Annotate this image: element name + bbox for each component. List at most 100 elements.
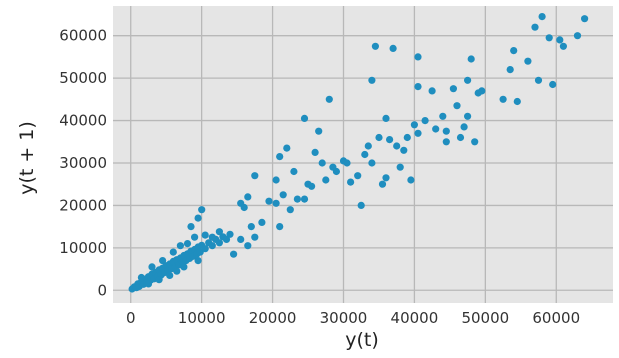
data-point: [173, 267, 181, 275]
data-point: [499, 95, 507, 103]
data-point: [198, 206, 206, 214]
data-point: [215, 239, 223, 247]
data-point: [407, 176, 415, 184]
data-point: [325, 95, 333, 103]
data-point: [368, 159, 376, 167]
data-point: [155, 276, 163, 284]
data-point: [506, 66, 514, 74]
data-point: [421, 117, 429, 125]
data-point: [300, 114, 309, 122]
data-point: [368, 76, 376, 84]
data-point: [159, 257, 167, 265]
data-point: [276, 223, 284, 231]
data-point: [191, 233, 199, 241]
data-point: [222, 235, 231, 243]
data-point: [311, 148, 319, 156]
data-point: [315, 127, 323, 135]
data-point: [283, 144, 291, 152]
data-point: [357, 201, 365, 209]
data-point: [276, 153, 284, 161]
data-point: [247, 223, 255, 231]
x-tick-labels: 0 10000 20000 30000 40000 50000 60000: [126, 309, 580, 327]
data-point: [559, 42, 568, 50]
data-point: [215, 228, 223, 236]
data-point: [393, 142, 401, 150]
x-tick-label: 50000: [461, 309, 509, 327]
data-point: [442, 127, 450, 135]
y-tick-label: 20000: [59, 196, 107, 214]
data-point: [208, 242, 216, 250]
data-point: [279, 191, 287, 199]
data-point: [251, 233, 259, 241]
data-point: [432, 125, 440, 133]
data-point: [176, 242, 184, 250]
data-point: [251, 172, 259, 180]
data-point: [442, 138, 450, 146]
data-points: [128, 13, 589, 293]
data-point: [180, 263, 188, 271]
data-point: [343, 159, 351, 167]
data-point: [183, 240, 192, 248]
data-point: [332, 167, 340, 176]
grid: [113, 6, 613, 303]
x-tick-label: 20000: [249, 309, 297, 327]
data-point: [272, 199, 280, 207]
data-point: [545, 34, 553, 42]
data-point: [166, 271, 174, 279]
y-tick-label: 10000: [59, 239, 107, 257]
data-point: [478, 87, 486, 95]
data-point: [556, 36, 564, 44]
data-point: [272, 176, 280, 184]
data-point: [208, 233, 216, 241]
data-point: [187, 223, 195, 231]
data-point: [396, 163, 404, 171]
x-axis-label: y(t): [345, 329, 379, 351]
data-point: [293, 195, 301, 203]
x-tick-label: 10000: [178, 309, 226, 327]
data-point: [322, 176, 330, 184]
data-point: [428, 87, 436, 95]
data-point: [510, 47, 518, 55]
data-point: [460, 123, 468, 131]
data-point: [467, 55, 475, 63]
data-point: [471, 138, 479, 146]
data-point: [290, 167, 298, 176]
data-point: [201, 245, 209, 253]
data-point: [169, 248, 177, 256]
data-point: [538, 13, 546, 21]
data-point: [144, 280, 153, 288]
data-point: [449, 85, 457, 93]
data-point: [258, 218, 266, 226]
data-point: [375, 133, 383, 142]
data-point: [286, 206, 294, 214]
data-point: [382, 114, 390, 122]
data-point: [513, 97, 521, 106]
data-point: [400, 146, 408, 154]
x-tick-label: 40000: [391, 309, 439, 327]
data-point: [201, 231, 209, 239]
data-point: [318, 159, 326, 167]
data-point: [354, 172, 362, 180]
data-point: [464, 112, 472, 120]
data-point: [240, 203, 248, 212]
data-point: [194, 214, 202, 222]
data-point: [137, 273, 145, 282]
data-point: [347, 178, 355, 186]
x-tick-label: 30000: [320, 309, 368, 327]
data-point: [382, 174, 390, 182]
data-point: [300, 195, 309, 203]
data-point: [389, 44, 397, 53]
data-point: [361, 150, 369, 159]
y-tick-label: 60000: [59, 27, 107, 45]
data-point: [410, 121, 418, 129]
data-point: [386, 136, 394, 144]
data-point: [573, 32, 582, 40]
data-point: [403, 133, 411, 142]
y-tick-label: 0: [97, 281, 107, 299]
data-point: [456, 133, 465, 142]
data-point: [534, 76, 543, 84]
y-tick-labels: 0 10000 20000 30000 40000 50000 60000: [59, 27, 107, 300]
data-point: [414, 129, 422, 137]
